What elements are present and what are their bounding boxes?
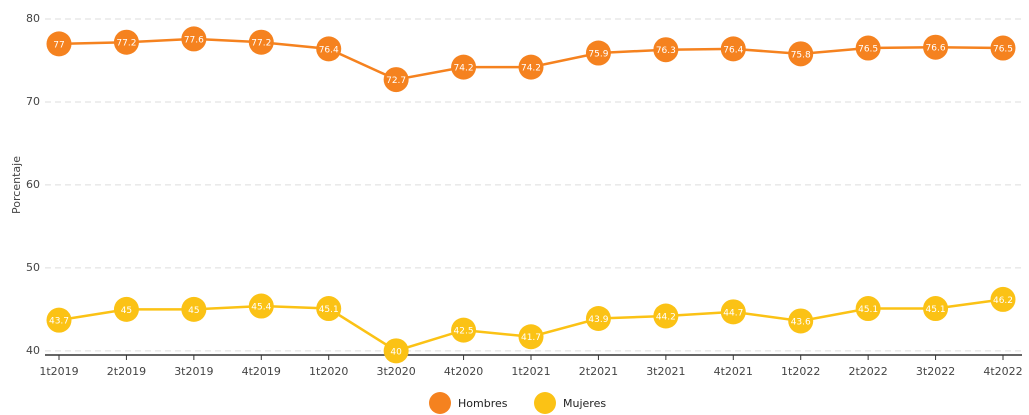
data-point	[248, 293, 274, 319]
data-point	[181, 296, 207, 322]
data-point	[451, 317, 477, 343]
data-label: 45	[188, 306, 199, 316]
data-label: 43.6	[791, 317, 811, 327]
legend-label: Mujeres	[563, 397, 606, 410]
x-tick-label: 3t2019	[174, 365, 213, 378]
data-point	[316, 36, 342, 62]
data-label: 43.7	[49, 317, 69, 327]
x-tick-label: 4t2021	[714, 365, 753, 378]
y-axis-label: Porcentaje	[10, 156, 23, 214]
data-point	[383, 338, 409, 364]
x-tick-label: 3t2020	[376, 365, 415, 378]
data-point	[720, 36, 746, 62]
data-point	[855, 296, 881, 322]
data-point	[451, 54, 477, 80]
data-label: 42.5	[454, 327, 474, 337]
x-tick-label: 1t2021	[511, 365, 550, 378]
x-tick-label: 1t2020	[309, 365, 348, 378]
y-tick-label: 40	[26, 344, 40, 357]
data-label: 74.2	[454, 64, 474, 74]
data-label: 75.9	[588, 50, 608, 60]
data-point	[113, 296, 139, 322]
data-point	[585, 40, 611, 66]
data-label: 77.2	[116, 39, 136, 49]
data-label: 76.3	[656, 46, 676, 56]
data-point	[855, 35, 881, 61]
data-label: 72.7	[386, 76, 406, 86]
data-point	[653, 37, 679, 63]
data-point	[990, 286, 1016, 312]
data-label: 43.9	[588, 315, 608, 325]
x-tick-label: 3t2021	[646, 365, 685, 378]
x-tick-label: 4t2022	[983, 365, 1022, 378]
data-label: 76.4	[319, 45, 339, 55]
x-tick-label: 2t2021	[579, 365, 618, 378]
data-point	[316, 296, 342, 322]
data-point	[181, 26, 207, 52]
x-tick-label: 4t2019	[242, 365, 281, 378]
data-point	[923, 296, 949, 322]
data-point	[788, 41, 814, 67]
data-point	[585, 305, 611, 331]
data-label: 74.2	[521, 64, 541, 74]
data-label: 76.6	[926, 44, 946, 54]
data-label: 45	[121, 306, 132, 316]
data-point	[46, 307, 72, 333]
y-tick-label: 80	[26, 12, 40, 25]
data-label: 45.1	[858, 305, 878, 315]
data-label: 77.2	[251, 39, 271, 49]
x-tick-label: 4t2020	[444, 365, 483, 378]
data-label: 77.6	[184, 35, 204, 45]
data-point	[990, 35, 1016, 61]
data-label: 76.5	[858, 45, 878, 55]
data-point	[248, 29, 274, 55]
data-label: 76.5	[993, 45, 1013, 55]
data-label: 45.4	[251, 303, 271, 313]
data-point	[720, 299, 746, 325]
x-tick-label: 2t2022	[848, 365, 887, 378]
x-tick-label: 3t2022	[916, 365, 955, 378]
data-label: 76.4	[723, 45, 743, 55]
data-label: 44.7	[723, 308, 743, 318]
data-point	[383, 67, 409, 93]
x-tick-label: 1t2022	[781, 365, 820, 378]
data-point	[518, 324, 544, 350]
data-label: 46.2	[993, 296, 1013, 306]
legend-marker	[534, 392, 556, 414]
x-tick-label: 2t2019	[107, 365, 146, 378]
legend-label: Hombres	[458, 397, 508, 410]
data-point	[788, 308, 814, 334]
legend-marker	[429, 392, 451, 414]
data-label: 77	[53, 40, 64, 50]
data-label: 45.1	[319, 305, 339, 315]
data-label: 41.7	[521, 333, 541, 343]
data-label: 44.2	[656, 313, 676, 323]
data-point	[46, 31, 72, 57]
data-label: 75.8	[791, 50, 811, 60]
y-tick-label: 60	[26, 178, 40, 191]
data-point	[923, 34, 949, 60]
data-label: 45.1	[926, 305, 946, 315]
y-tick-label: 50	[26, 261, 40, 274]
data-point	[113, 29, 139, 55]
x-tick-label: 1t2019	[39, 365, 78, 378]
y-tick-label: 70	[26, 95, 40, 108]
data-point	[653, 303, 679, 329]
data-label: 40	[390, 347, 402, 357]
data-point	[518, 54, 544, 80]
